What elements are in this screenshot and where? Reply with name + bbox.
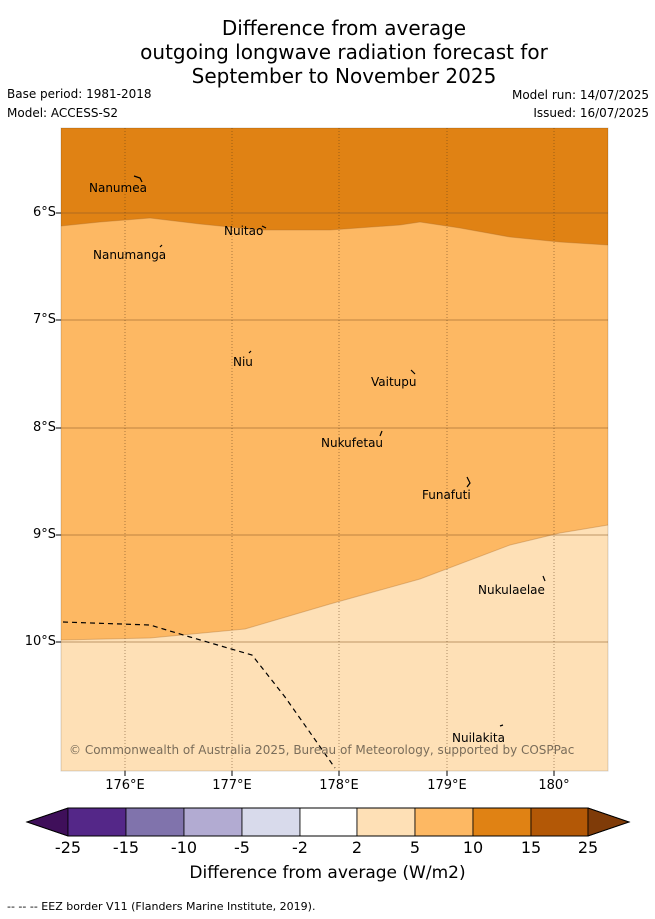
lon-label: 177°E xyxy=(212,778,252,793)
lat-label: 6°S xyxy=(32,205,56,220)
colorbar-extend-high xyxy=(587,807,631,837)
colorbar-tick: -2 xyxy=(292,838,308,857)
lat-label: 7°S xyxy=(32,312,56,327)
colorbar-bin xyxy=(183,807,243,837)
colorbar-bin xyxy=(299,807,358,837)
base-period: Base period: 1981-2018 xyxy=(7,87,152,101)
island-outlines xyxy=(133,175,546,727)
lon-label: 176°E xyxy=(105,778,145,793)
issued-date: Issued: 16/07/2025 xyxy=(533,106,649,120)
colorbar-bin xyxy=(530,807,589,837)
anomaly-region-2-to-5 xyxy=(61,525,608,771)
colorbar-tick: -10 xyxy=(170,838,198,857)
colorbar-bin xyxy=(125,807,185,837)
title-line-1: Difference from average xyxy=(221,16,467,40)
longitude-grid xyxy=(124,128,555,771)
title-line-2: outgoing longwave radiation forecast for xyxy=(140,40,548,64)
colorbar-bin xyxy=(472,807,532,837)
lon-label: 178°E xyxy=(319,778,359,793)
colorbar-label: Difference from average (W/m2) xyxy=(189,863,466,883)
colorbar-tick: 15 xyxy=(520,838,542,857)
colorbar-bin xyxy=(414,807,474,837)
place-label: Nanumanga xyxy=(93,248,167,262)
title-line-3: September to November 2025 xyxy=(191,64,497,88)
axis-ticks xyxy=(56,212,555,776)
latitude-grid xyxy=(61,212,608,643)
place-label: Nukufetau xyxy=(321,436,384,450)
colorbar-tick: 10 xyxy=(462,838,484,857)
copyright-notice: © Commonwealth of Australia 2025, Bureau… xyxy=(69,743,575,757)
lat-label: 8°S xyxy=(32,420,56,435)
place-label: Nukulaelae xyxy=(478,583,545,597)
colorbar-extend-low xyxy=(25,807,69,837)
place-label: Nanumea xyxy=(89,181,147,195)
colorbar-tick: 5 xyxy=(409,838,421,857)
place-label: Nuilakita xyxy=(452,731,505,745)
colorbar-tick: 25 xyxy=(577,838,599,857)
map-title: Difference from average outgoing longwav… xyxy=(0,16,655,88)
place-label: Funafuti xyxy=(422,488,471,502)
colorbar-tick: -25 xyxy=(54,838,82,857)
colorbar-tick: -5 xyxy=(234,838,250,857)
lon-label: 179°E xyxy=(427,778,467,793)
colorbar-tick: 2 xyxy=(351,838,363,857)
colorbar xyxy=(25,807,631,837)
lon-label: 180° xyxy=(538,778,570,793)
place-label: Niu xyxy=(233,355,253,369)
place-label: Nuitao xyxy=(224,224,264,238)
model-run-date: Model run: 14/07/2025 xyxy=(511,88,649,102)
place-label: Vaitupu xyxy=(371,375,417,389)
colorbar-bin xyxy=(67,807,127,837)
colorbar-tick: -15 xyxy=(112,838,140,857)
eez-border xyxy=(62,621,336,769)
lat-label: 9°S xyxy=(32,527,56,542)
lat-label: 10°S xyxy=(24,634,56,649)
colorbar-bin xyxy=(241,807,301,837)
colorbar-bin xyxy=(356,807,416,837)
model-name: Model: ACCESS-S2 xyxy=(7,106,119,120)
eez-legend-footnote: -- -- -- EEZ border V11 (Flanders Marine… xyxy=(7,900,316,913)
